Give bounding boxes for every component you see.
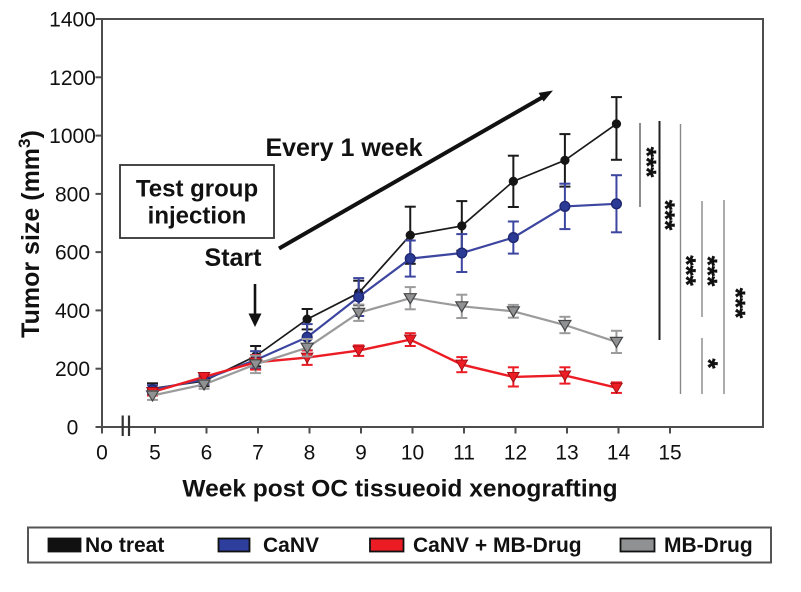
svg-text:7: 7 (252, 442, 264, 465)
svg-text:800: 800 (55, 183, 90, 206)
svg-text:injection: injection (148, 203, 247, 230)
svg-text:Tumor size (mm3): Tumor size (mm3) (15, 130, 46, 338)
svg-text:***: *** (651, 200, 681, 231)
svg-text:Start: Start (205, 244, 263, 272)
svg-text:5: 5 (149, 442, 161, 465)
svg-text:MB-Drug: MB-Drug (664, 534, 753, 557)
svg-text:1000: 1000 (49, 125, 96, 148)
svg-text:***: *** (632, 147, 662, 178)
svg-text:10: 10 (401, 442, 424, 465)
svg-text:Test group: Test group (136, 176, 258, 203)
svg-text:1400: 1400 (49, 9, 96, 32)
svg-text:600: 600 (55, 242, 90, 265)
svg-text:12: 12 (504, 442, 527, 465)
svg-text:0: 0 (96, 442, 108, 465)
svg-text:11: 11 (453, 442, 475, 465)
svg-text:CaNV: CaNV (263, 534, 319, 557)
svg-text:***: *** (672, 255, 702, 286)
svg-text:No treat: No treat (85, 534, 164, 557)
svg-text:14: 14 (607, 442, 631, 465)
svg-text:1200: 1200 (49, 67, 96, 90)
svg-text:200: 200 (55, 358, 90, 381)
svg-text:***: *** (693, 256, 723, 287)
svg-text:400: 400 (55, 300, 90, 323)
svg-text:***: *** (721, 288, 751, 319)
svg-text:13: 13 (555, 442, 578, 465)
svg-text:6: 6 (201, 442, 213, 465)
svg-text:0: 0 (67, 417, 79, 440)
svg-text:Week post OC tissueoid xenogra: Week post OC tissueoid xenografting (182, 476, 617, 503)
svg-text:9: 9 (355, 442, 367, 465)
svg-text:8: 8 (304, 442, 316, 465)
svg-text:Every 1 week: Every 1 week (265, 134, 422, 162)
svg-text:*: * (694, 358, 724, 369)
svg-text:15: 15 (658, 442, 681, 465)
svg-text:CaNV + MB-Drug: CaNV + MB-Drug (413, 534, 582, 557)
